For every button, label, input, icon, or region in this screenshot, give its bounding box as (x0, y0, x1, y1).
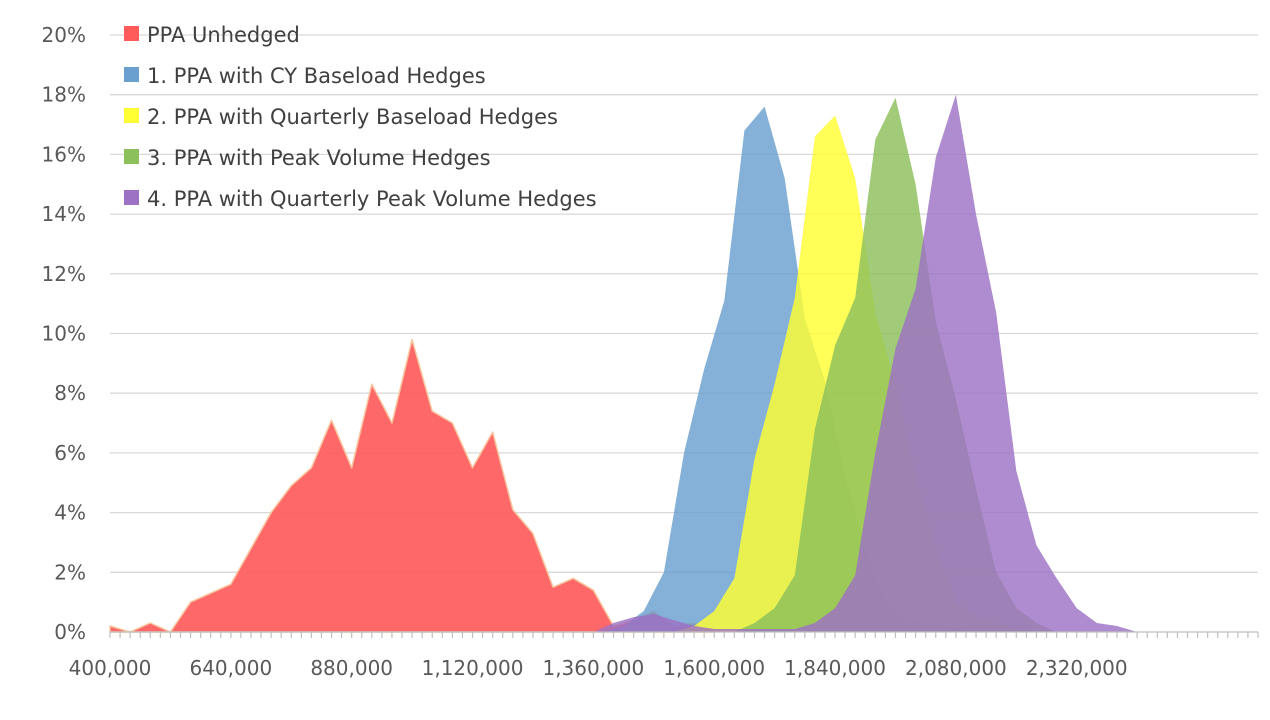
y-tick-label: 2% (54, 560, 86, 584)
legend-swatch-1 (124, 67, 139, 82)
y-tick-label: 6% (54, 441, 86, 465)
y-tick-label: 8% (54, 381, 86, 405)
y-tick-label: 12% (42, 262, 86, 286)
y-tick-label: 10% (42, 322, 86, 346)
x-tick-label: 1,120,000 (422, 656, 524, 680)
series-areas (109, 94, 1138, 633)
legend: PPA Unhedged 1. PPA with CY Baseload Hedg… (124, 23, 597, 211)
x-tick-label: 1,600,000 (663, 656, 765, 680)
legend-label-3: 3. PPA with Peak Volume Hedges (147, 146, 491, 170)
x-axis-tick-labels: 400,000 640,000 880,000 1,120,000 1,360,000 1… (69, 656, 1128, 680)
legend-label-1: 1. PPA with CY Baseload Hedges (147, 64, 486, 88)
x-tick-label: 1,360,000 (542, 656, 644, 680)
legend-label-4: 4. PPA with Quarterly Peak Volume Hedges (147, 187, 597, 211)
legend-swatch-0 (124, 26, 139, 41)
y-axis-tick-labels: 0% 2% 4% 6% 8% 10% 12% 14% 16% 18% 20% (42, 23, 86, 644)
x-tick-label: 880,000 (310, 656, 393, 680)
legend-swatch-4 (124, 190, 139, 205)
legend-swatch-2 (124, 108, 139, 123)
y-tick-label: 4% (54, 501, 86, 525)
legend-label-0: PPA Unhedged (147, 23, 300, 47)
x-tick-label: 640,000 (189, 656, 272, 680)
legend-swatch-3 (124, 149, 139, 164)
series-area-4 (593, 94, 1138, 632)
legend-label-2: 2. PPA with Quarterly Baseload Hedges (147, 105, 558, 129)
y-tick-label: 20% (42, 23, 86, 47)
x-tick-label: 1,840,000 (784, 656, 886, 680)
y-tick-label: 14% (42, 202, 86, 226)
x-axis (109, 631, 1259, 638)
x-tick-label: 400,000 (69, 656, 152, 680)
y-tick-label: 16% (42, 142, 86, 166)
x-tick-label: 2,320,000 (1026, 656, 1128, 680)
series-area-0 (109, 338, 715, 633)
x-tick-label: 2,080,000 (905, 656, 1007, 680)
y-tick-label: 0% (54, 620, 86, 644)
y-tick-label: 18% (42, 83, 86, 107)
